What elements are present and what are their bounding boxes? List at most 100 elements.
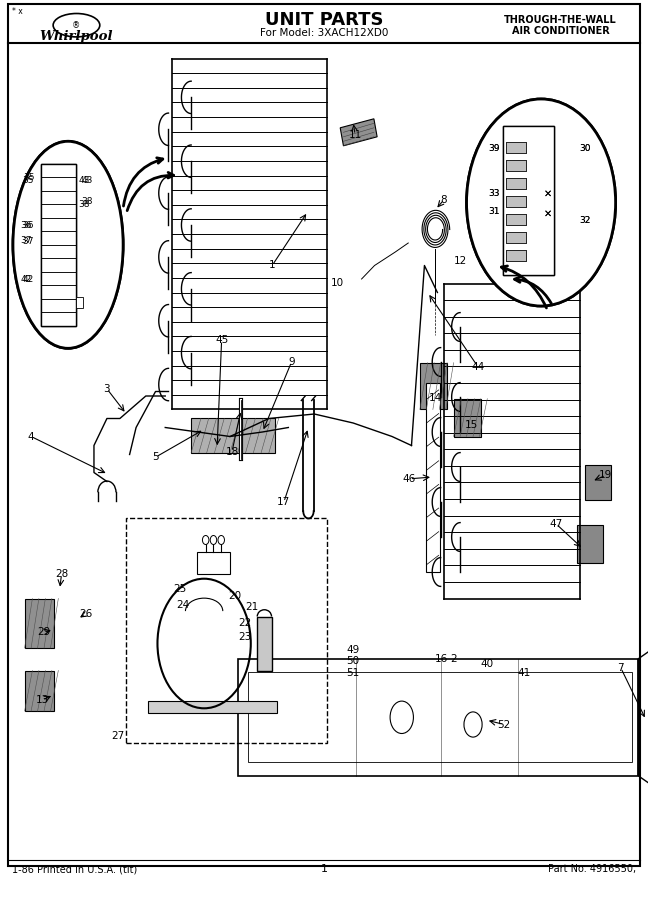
Ellipse shape [13, 141, 123, 348]
Text: 47: 47 [550, 518, 562, 529]
Text: THROUGH-THE-WALL: THROUGH-THE-WALL [504, 14, 617, 25]
Bar [506, 160, 526, 171]
Text: 15: 15 [465, 419, 478, 430]
Bar [41, 164, 76, 326]
Text: 10: 10 [330, 278, 343, 289]
Bar [506, 214, 526, 225]
Text: 43: 43 [82, 176, 93, 184]
Text: 16: 16 [435, 653, 448, 664]
Bar [506, 160, 526, 171]
Text: 5: 5 [152, 452, 159, 463]
Text: For Model: 3XACH12XD0: For Model: 3XACH12XD0 [260, 28, 388, 39]
Bar [506, 178, 526, 189]
Text: 25: 25 [174, 584, 187, 595]
Bar [41, 164, 76, 326]
Text: ✕: ✕ [544, 208, 551, 219]
Text: 30: 30 [579, 144, 591, 153]
Circle shape [202, 536, 209, 544]
Bar [506, 196, 526, 207]
Text: 3: 3 [104, 383, 110, 394]
Text: 29: 29 [38, 626, 51, 637]
Text: ✕: ✕ [544, 188, 551, 199]
Text: 13: 13 [36, 695, 49, 706]
Text: 9: 9 [288, 356, 295, 367]
Text: 37: 37 [22, 237, 34, 246]
Text: 27: 27 [111, 731, 124, 742]
Bar [585, 465, 611, 500]
Text: 37: 37 [20, 236, 32, 245]
Text: 19: 19 [599, 470, 612, 481]
Ellipse shape [13, 141, 123, 348]
Text: 31: 31 [489, 207, 500, 216]
Text: 32: 32 [579, 216, 591, 225]
Text: 52: 52 [498, 719, 511, 730]
Text: 18: 18 [226, 446, 238, 457]
Text: 2: 2 [450, 653, 457, 664]
Bar [506, 196, 526, 207]
Text: 22: 22 [238, 617, 251, 628]
Text: 38: 38 [78, 200, 90, 209]
Text: 39: 39 [489, 144, 500, 153]
Text: 1: 1 [321, 864, 327, 875]
Text: 21: 21 [245, 602, 258, 613]
Text: 43: 43 [78, 176, 90, 184]
Text: 24: 24 [176, 599, 189, 610]
Bar [126, 518, 327, 742]
Text: 35: 35 [22, 176, 34, 184]
Text: 50: 50 [347, 656, 360, 667]
Text: 36: 36 [22, 220, 34, 230]
Text: 31: 31 [489, 207, 500, 216]
Bar [503, 126, 554, 274]
Text: 41: 41 [517, 668, 530, 679]
Ellipse shape [467, 99, 616, 306]
Bar [506, 250, 526, 261]
Circle shape [218, 536, 224, 544]
Text: 20: 20 [228, 590, 241, 601]
Text: AIR CONDITIONER: AIR CONDITIONER [512, 25, 609, 36]
Bar [25, 670, 54, 711]
Text: ✕: ✕ [544, 208, 551, 219]
Bar [506, 232, 526, 243]
Text: 36: 36 [20, 220, 32, 230]
Bar [506, 250, 526, 261]
Bar [577, 525, 603, 562]
Bar [506, 142, 526, 153]
Bar [506, 142, 526, 153]
Text: 32: 32 [579, 216, 591, 225]
Text: 14: 14 [429, 392, 442, 403]
Text: * x: * x [12, 7, 23, 16]
Bar [257, 616, 272, 670]
Text: 45: 45 [215, 335, 228, 346]
Bar [426, 382, 440, 572]
Bar [454, 399, 481, 436]
Ellipse shape [467, 99, 616, 306]
Text: 33: 33 [489, 189, 500, 198]
Text: 26: 26 [79, 608, 92, 619]
Bar [197, 552, 229, 574]
Text: ✕: ✕ [544, 188, 551, 199]
Text: 1-86 Printed In U.S.A. (tlt): 1-86 Printed In U.S.A. (tlt) [12, 864, 137, 875]
Text: 30: 30 [579, 144, 591, 153]
Text: 49: 49 [347, 644, 360, 655]
Bar [506, 178, 526, 189]
Bar [191, 418, 275, 453]
Text: 33: 33 [489, 189, 500, 198]
Text: 23: 23 [238, 632, 251, 643]
Text: Part No. 4916550,: Part No. 4916550, [548, 864, 636, 875]
Text: 4: 4 [28, 431, 34, 442]
Bar [25, 598, 54, 648]
Polygon shape [340, 119, 377, 146]
Text: 51: 51 [347, 668, 360, 679]
Text: 42: 42 [22, 274, 34, 284]
Bar [503, 126, 554, 274]
Text: 11: 11 [349, 130, 362, 140]
Text: 8: 8 [441, 194, 447, 205]
Text: 38: 38 [82, 197, 93, 206]
Text: 42: 42 [20, 274, 32, 284]
Text: 1: 1 [269, 260, 275, 271]
Text: ®: ® [73, 21, 80, 30]
Bar [506, 232, 526, 243]
Polygon shape [148, 701, 277, 713]
Text: 28: 28 [55, 569, 68, 580]
Bar [76, 297, 83, 308]
